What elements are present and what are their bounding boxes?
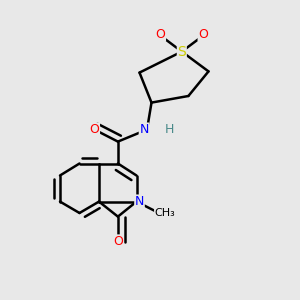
Text: O: O: [113, 235, 123, 248]
Text: O: O: [90, 123, 99, 136]
Text: O: O: [156, 28, 165, 41]
Text: S: S: [177, 45, 186, 58]
Text: H: H: [165, 123, 174, 136]
Text: N: N: [135, 195, 144, 208]
Text: N: N: [139, 123, 149, 136]
Text: CH₃: CH₃: [154, 208, 176, 218]
Text: O: O: [198, 28, 208, 41]
